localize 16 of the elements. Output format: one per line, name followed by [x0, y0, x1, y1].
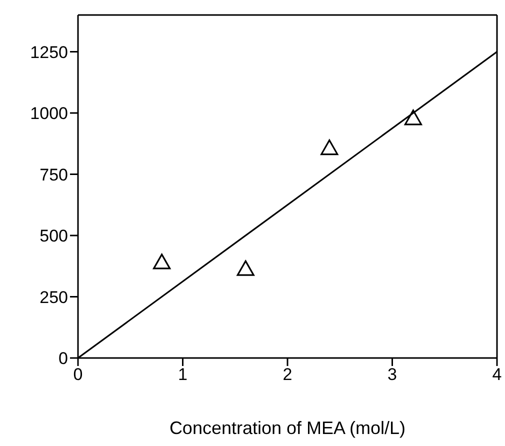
point: [236, 260, 254, 276]
y-tick-label: 250: [40, 288, 68, 307]
y-tick-label: 1000: [30, 104, 68, 124]
y-tick-label: 1250: [30, 42, 68, 62]
y-tick-label: 0: [58, 349, 68, 368]
x-tick-label: 3: [388, 365, 397, 384]
x-tick-label: 4: [492, 365, 502, 384]
x-tick-label: 1: [178, 365, 188, 384]
point: [404, 110, 422, 126]
x-tick-label: 0: [73, 365, 83, 384]
y-tick-label: 500: [40, 226, 68, 246]
point: [320, 139, 338, 156]
y-tick-label: 750: [40, 165, 68, 184]
x-tick-label: 2: [282, 365, 292, 384]
point: [153, 254, 171, 270]
x-axis-title: Concentration of MEA (mol/L): [169, 418, 406, 438]
